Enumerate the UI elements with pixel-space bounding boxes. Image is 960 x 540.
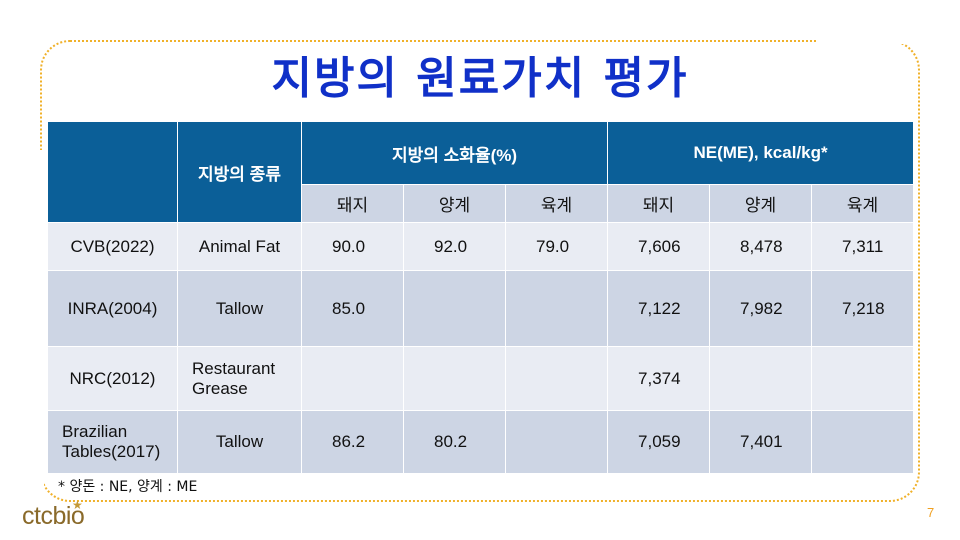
header-fat-type: 지방의 종류 (177, 121, 302, 223)
cell-energy-layer (709, 346, 813, 411)
frame-gap-top (818, 36, 938, 44)
cell-energy-pig: 7,059 (607, 410, 711, 474)
cell-digest-broiler (504, 346, 609, 411)
subheader-layer: 양계 (403, 184, 506, 223)
table-row: Brazilian Tables(2017) Tallow 86.2 80.2 … (47, 410, 915, 474)
row-source: Brazilian Tables(2017) (47, 410, 178, 474)
cell-digest-broiler (504, 410, 609, 474)
footnote: * 양돈 : NE, 양계 : ME (58, 479, 198, 495)
subheader-layer: 양계 (709, 184, 813, 223)
row-source: INRA(2004) (47, 270, 178, 347)
header-blank (47, 121, 178, 223)
cell-energy-layer: 7,401 (709, 410, 813, 474)
cell-digest-pig (301, 346, 404, 411)
cell-energy-pig: 7,606 (607, 222, 711, 271)
cell-digest-layer (403, 270, 506, 347)
frame-gap-left (36, 150, 44, 530)
logo-star-icon: ★ (72, 498, 83, 512)
row-source: CVB(2022) (47, 222, 178, 271)
header-digestibility: 지방의 소화율(%) (300, 121, 609, 185)
cell-energy-pig: 7,374 (607, 346, 711, 411)
table-row: CVB(2022) Animal Fat 90.0 92.0 79.0 7,60… (47, 222, 915, 271)
row-fat-type: Tallow (177, 270, 302, 347)
table-row: INRA(2004) Tallow 85.0 7,122 7,982 7,218 (47, 270, 915, 347)
cell-digest-broiler (504, 270, 609, 347)
cell-digest-layer (403, 346, 506, 411)
slide-title: 지방의 원료가치 평가 (271, 53, 689, 104)
table-row: NRC(2012) Restaurant Grease 7,374 (47, 346, 915, 411)
page-number: 7 (927, 505, 935, 520)
row-fat-type: Animal Fat (177, 222, 302, 271)
row-fat-type: Restaurant Grease (177, 346, 302, 411)
cell-digest-layer: 92.0 (403, 222, 506, 271)
cell-energy-broiler (811, 410, 915, 474)
cell-energy-layer: 7,982 (709, 270, 813, 347)
cell-energy-broiler: 7,311 (811, 222, 915, 271)
fat-value-table: 지방의 종류 지방의 소화율(%) NE(ME), kcal/kg* 돼지 양계… (47, 121, 915, 474)
subheader-broiler: 육계 (504, 184, 609, 223)
subheader-broiler: 육계 (811, 184, 915, 223)
cell-energy-broiler (811, 346, 915, 411)
cell-energy-broiler: 7,218 (811, 270, 915, 347)
header-energy: NE(ME), kcal/kg* (607, 121, 915, 185)
cell-energy-layer: 8,478 (709, 222, 813, 271)
cell-digest-pig: 85.0 (301, 270, 404, 347)
row-fat-type: Tallow (177, 410, 302, 474)
cell-digest-pig: 86.2 (301, 410, 404, 474)
subheader-pig: 돼지 (607, 184, 711, 223)
ctcbio-logo: ctcbio (22, 502, 85, 530)
cell-digest-broiler: 79.0 (504, 222, 609, 271)
cell-digest-layer: 80.2 (403, 410, 506, 474)
cell-digest-pig: 90.0 (301, 222, 404, 271)
cell-energy-pig: 7,122 (607, 270, 711, 347)
subheader-pig: 돼지 (301, 184, 404, 223)
row-source: NRC(2012) (47, 346, 178, 411)
